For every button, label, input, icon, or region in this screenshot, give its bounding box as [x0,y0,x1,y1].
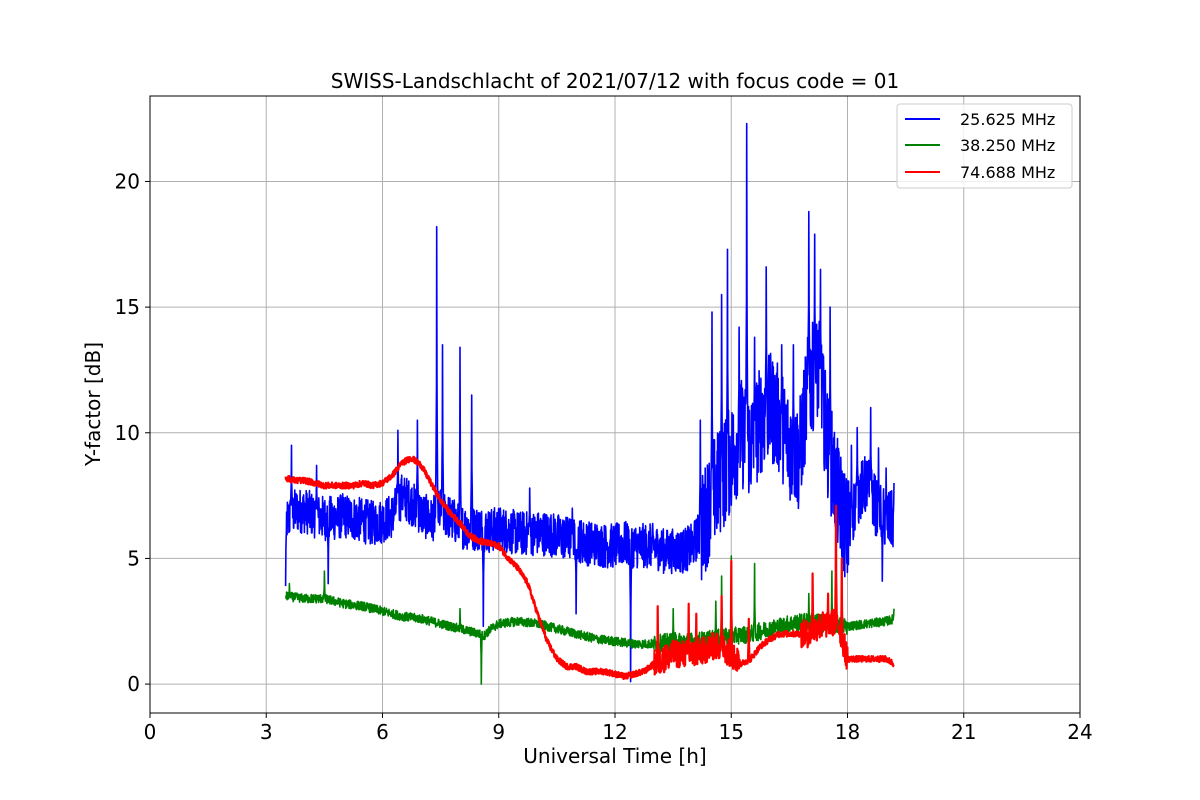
legend-label-series-1: 25.625 MHz [960,110,1055,129]
y-tick-label: 10 [115,421,140,445]
x-axis-label: Universal Time [h] [523,744,706,768]
x-tick-label: 15 [719,720,744,744]
x-tick-label: 6 [376,720,389,744]
legend-box [896,103,1073,189]
chart-title: SWISS-Landschlacht of 2021/07/12 with fo… [331,69,899,93]
x-tick-label: 24 [1067,720,1092,744]
series-line-1 [284,122,895,683]
legend-label-series-3: 74.688 MHz [960,163,1055,182]
x-tick-label: 0 [144,720,157,744]
y-axis-label: Y-factor [dB] [81,342,105,467]
legend-label-series-2: 38.250 MHz [960,136,1055,155]
x-tick-label: 12 [602,720,627,744]
series-line-3 [284,455,895,680]
y-tick-label: 15 [115,295,140,319]
y-tick-label: 0 [127,672,140,696]
y-tick-label: 20 [115,169,140,193]
series-line-2 [284,555,895,685]
x-tick-label: 9 [492,720,505,744]
legend: 25.625 MHz 38.250 MHz 74.688 MHz [896,103,1073,189]
y-tick-label: 5 [127,546,140,570]
series-layer [284,122,895,685]
x-tick-label: 18 [835,720,860,744]
x-tick-label: 3 [260,720,273,744]
axis-ticks: 0 3 6 9 12 15 18 21 24 0 5 10 15 20 [115,169,1093,744]
x-tick-label: 21 [951,720,976,744]
